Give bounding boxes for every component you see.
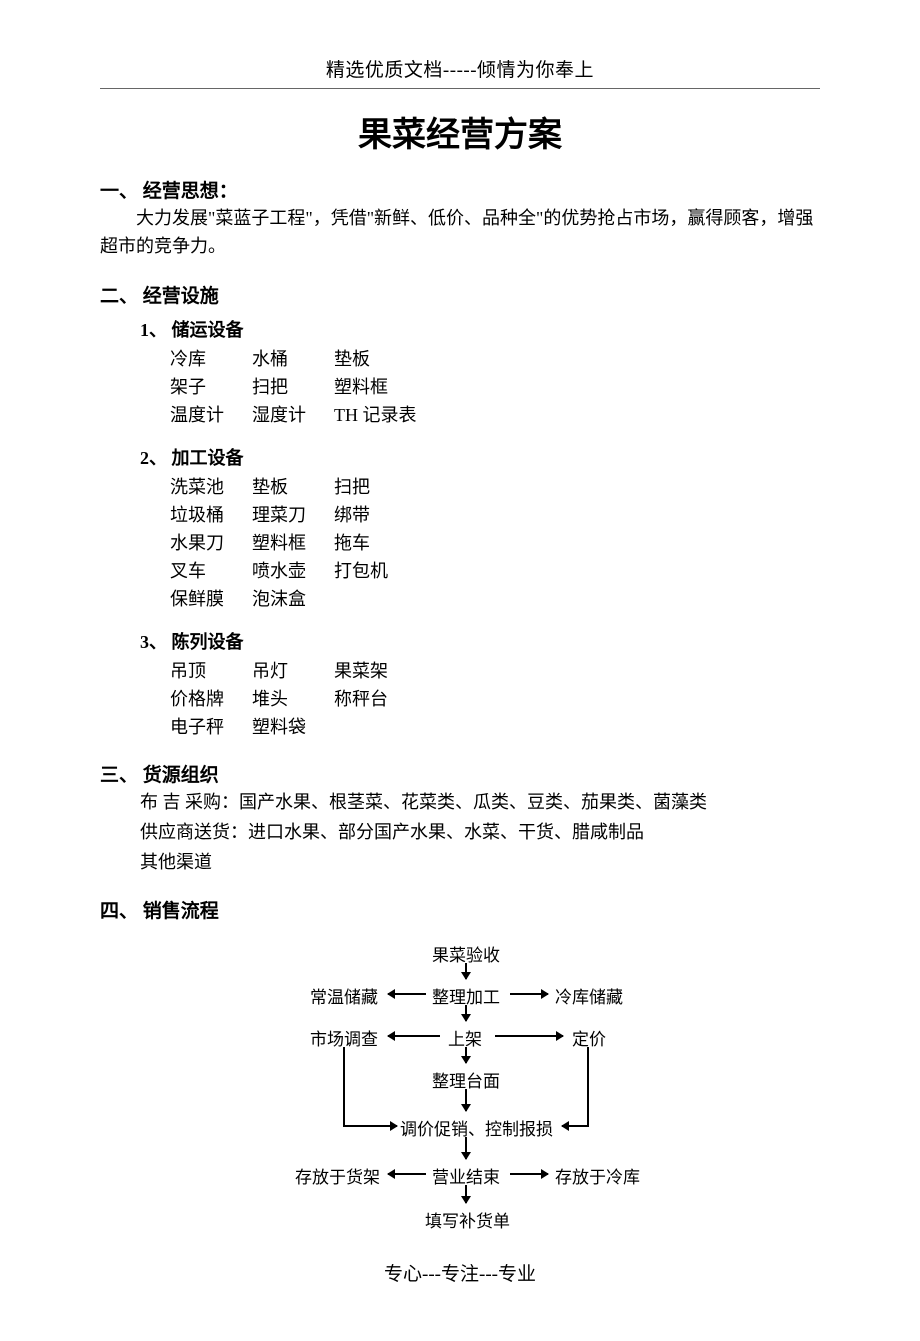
arrow-left-icon	[388, 993, 426, 995]
table-row: 吊顶吊灯果菜架	[170, 656, 416, 684]
table-row: 水果刀塑料框拖车	[170, 528, 416, 556]
arrow-down-icon	[465, 1185, 467, 1203]
table-row: 叉车喷水壶打包机	[170, 556, 416, 584]
arrow-down-icon	[465, 1005, 467, 1021]
page-header: 精选优质文档-----倾情为你奉上	[100, 55, 820, 82]
arrow-down-icon	[465, 1137, 467, 1159]
flow-node: 常温储藏	[310, 983, 378, 1008]
page: 精选优质文档-----倾情为你奉上 果菜经营方案 一、 经营思想： 大力发展"菜…	[0, 0, 920, 1341]
table-row: 垃圾桶理菜刀绑带	[170, 500, 416, 528]
section-1-body: 大力发展"菜蓝子工程"，凭借"新鲜、低价、品种全"的优势抢占市场，赢得顾客，增强…	[100, 205, 820, 261]
table-row: 洗菜池垫板扫把	[170, 472, 416, 500]
group-1-table: 冷库水桶垫板 架子扫把塑料框 温度计湿度计TH 记录表	[170, 344, 445, 428]
table-row: 保鲜膜泡沫盒	[170, 584, 416, 612]
flow-node: 填写补货单	[425, 1207, 510, 1232]
flowchart: 果菜验收 常温储藏 整理加工 冷库储藏 市场调查 上架 定价 整理台面 调价促销…	[100, 941, 820, 1301]
arrow-down-icon	[465, 1047, 467, 1063]
arrow-right-icon	[510, 993, 548, 995]
flow-node: 定价	[572, 1025, 606, 1050]
document-title: 果菜经营方案	[100, 107, 820, 156]
flow-node: 调价促销、控制报损	[400, 1115, 553, 1140]
flow-line	[343, 1047, 345, 1125]
arrow-down-icon	[465, 963, 467, 979]
flow-node: 存放于冷库	[555, 1163, 640, 1188]
section-1-head: 一、 经营思想：	[100, 176, 820, 203]
page-footer: 专心---专注---专业	[0, 1259, 920, 1286]
arrow-down-icon	[465, 1089, 467, 1111]
arrow-left-icon	[388, 1173, 426, 1175]
arrow-right-icon	[495, 1035, 563, 1037]
source-line: 布 吉 采购：国产水果、根茎菜、花菜类、瓜类、豆类、茄果类、菌藻类	[140, 789, 820, 817]
flow-node: 存放于货架	[295, 1163, 380, 1188]
table-row: 电子秤塑料袋	[170, 712, 416, 740]
arrow-left-icon	[388, 1035, 440, 1037]
arrow-right-icon	[343, 1125, 397, 1127]
table-row: 温度计湿度计TH 记录表	[170, 400, 445, 428]
flow-line	[587, 1047, 589, 1125]
source-line: 供应商送货：进口水果、部分国产水果、水菜、干货、腊咸制品	[140, 819, 820, 847]
section-3-head: 三、 货源组织	[100, 760, 820, 787]
arrow-left-icon	[562, 1125, 589, 1127]
table-row: 冷库水桶垫板	[170, 344, 445, 372]
table-row: 架子扫把塑料框	[170, 372, 445, 400]
header-underline	[100, 88, 820, 89]
section-2-head: 二、 经营设施	[100, 281, 820, 308]
group-2-head: 2、 加工设备	[140, 444, 820, 470]
group-3-head: 3、 陈列设备	[140, 628, 820, 654]
section-4-head: 四、 销售流程	[100, 896, 820, 923]
source-line: 其他渠道	[140, 849, 820, 877]
group-2-table: 洗菜池垫板扫把 垃圾桶理菜刀绑带 水果刀塑料框拖车 叉车喷水壶打包机 保鲜膜泡沫…	[170, 472, 416, 612]
flow-node: 冷库储藏	[555, 983, 623, 1008]
group-1-head: 1、 储运设备	[140, 316, 820, 342]
table-row: 价格牌堆头称秤台	[170, 684, 416, 712]
arrow-right-icon	[510, 1173, 548, 1175]
group-3-table: 吊顶吊灯果菜架 价格牌堆头称秤台 电子秤塑料袋	[170, 656, 416, 740]
